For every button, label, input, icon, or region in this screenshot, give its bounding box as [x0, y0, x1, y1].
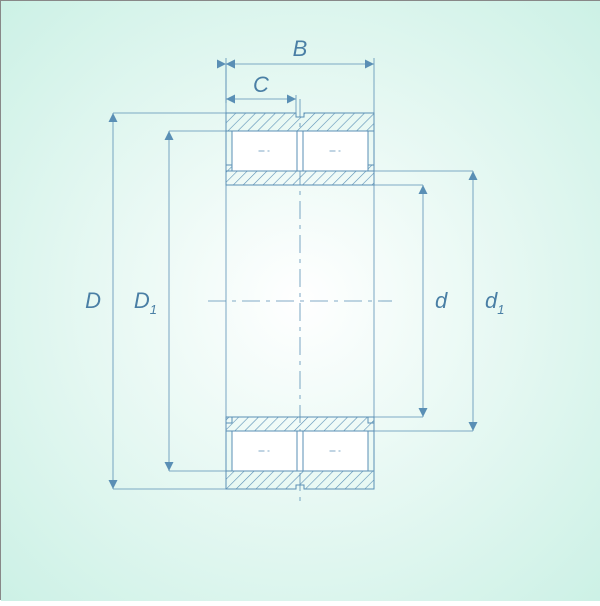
- label-d: d: [435, 288, 448, 313]
- bearing-diagram: BCDD1dd1: [1, 1, 600, 601]
- label-C: C: [253, 72, 269, 97]
- label-D: D: [85, 288, 101, 313]
- diagram-frame: BCDD1dd1: [0, 0, 600, 600]
- label-B: B: [293, 36, 308, 61]
